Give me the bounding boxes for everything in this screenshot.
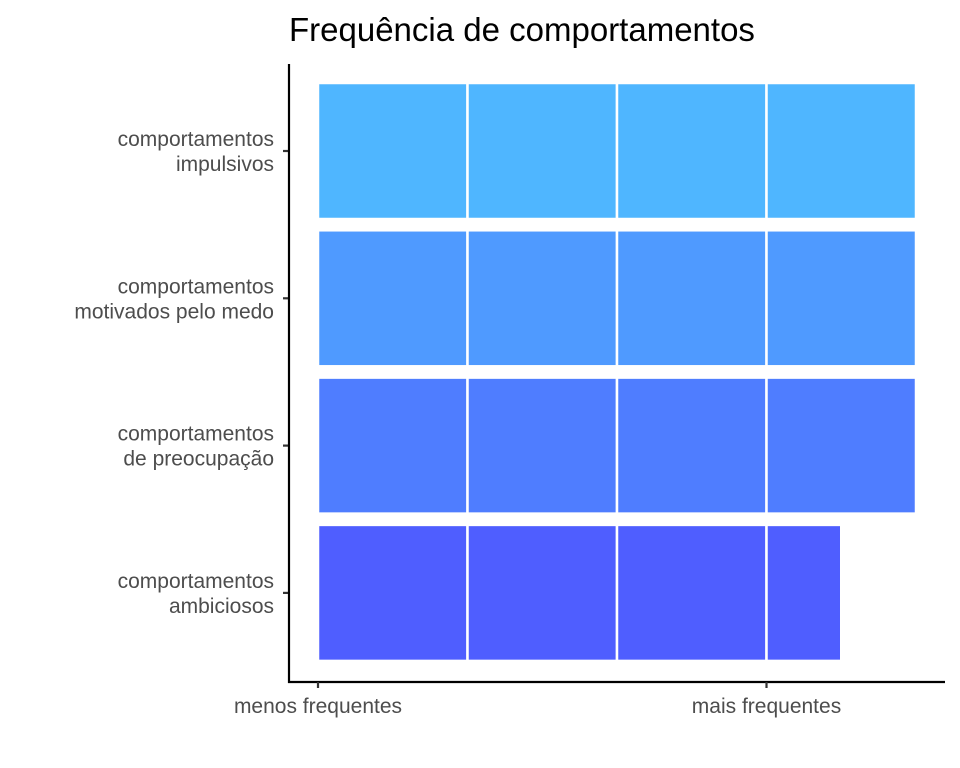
y-tick-label-line: impulsivos [176, 153, 274, 176]
bar-segment [615, 376, 768, 515]
y-tick-label-line: comportamentos [118, 275, 274, 298]
bar-segment [466, 81, 619, 221]
bar-segment [765, 229, 918, 368]
bar-segment [316, 376, 469, 515]
y-tick-label-line: comportamentos [118, 423, 274, 446]
y-tick-label-line: de preocupação [123, 448, 274, 471]
x-axis: menos frequentes mais frequentes [234, 680, 945, 718]
y-tick-label-line: comportamentos [118, 570, 274, 593]
bar-segment [466, 376, 619, 515]
bars-group [316, 81, 918, 663]
bar-segment [615, 229, 768, 368]
bar-segment [316, 523, 469, 663]
x-tick-label: mais frequentes [692, 695, 841, 718]
bar-segment [466, 523, 619, 663]
bar-segment [316, 229, 469, 368]
y-tick-label-line: ambiciosos [169, 595, 274, 618]
bar-segment [615, 81, 768, 221]
bar-segment [316, 81, 469, 221]
bar-segment [765, 81, 918, 221]
y-tick-label: comportamentos motivados pelo medo [74, 275, 274, 323]
y-tick-label: comportamentos impulsivos [118, 128, 274, 176]
y-tick-label: comportamentos de preocupação [118, 423, 274, 471]
bar-segment [615, 523, 768, 663]
bar-segment [765, 376, 918, 515]
bar-segment [765, 523, 843, 663]
bar-segment [466, 229, 619, 368]
y-tick-label: comportamentos ambiciosos [118, 570, 274, 618]
y-tick-label-line: comportamentos [118, 128, 274, 151]
y-tick-label-line: motivados pelo medo [74, 300, 274, 323]
chart-title: Frequência de comportamentos [289, 11, 755, 48]
x-tick-label: menos frequentes [234, 695, 402, 718]
